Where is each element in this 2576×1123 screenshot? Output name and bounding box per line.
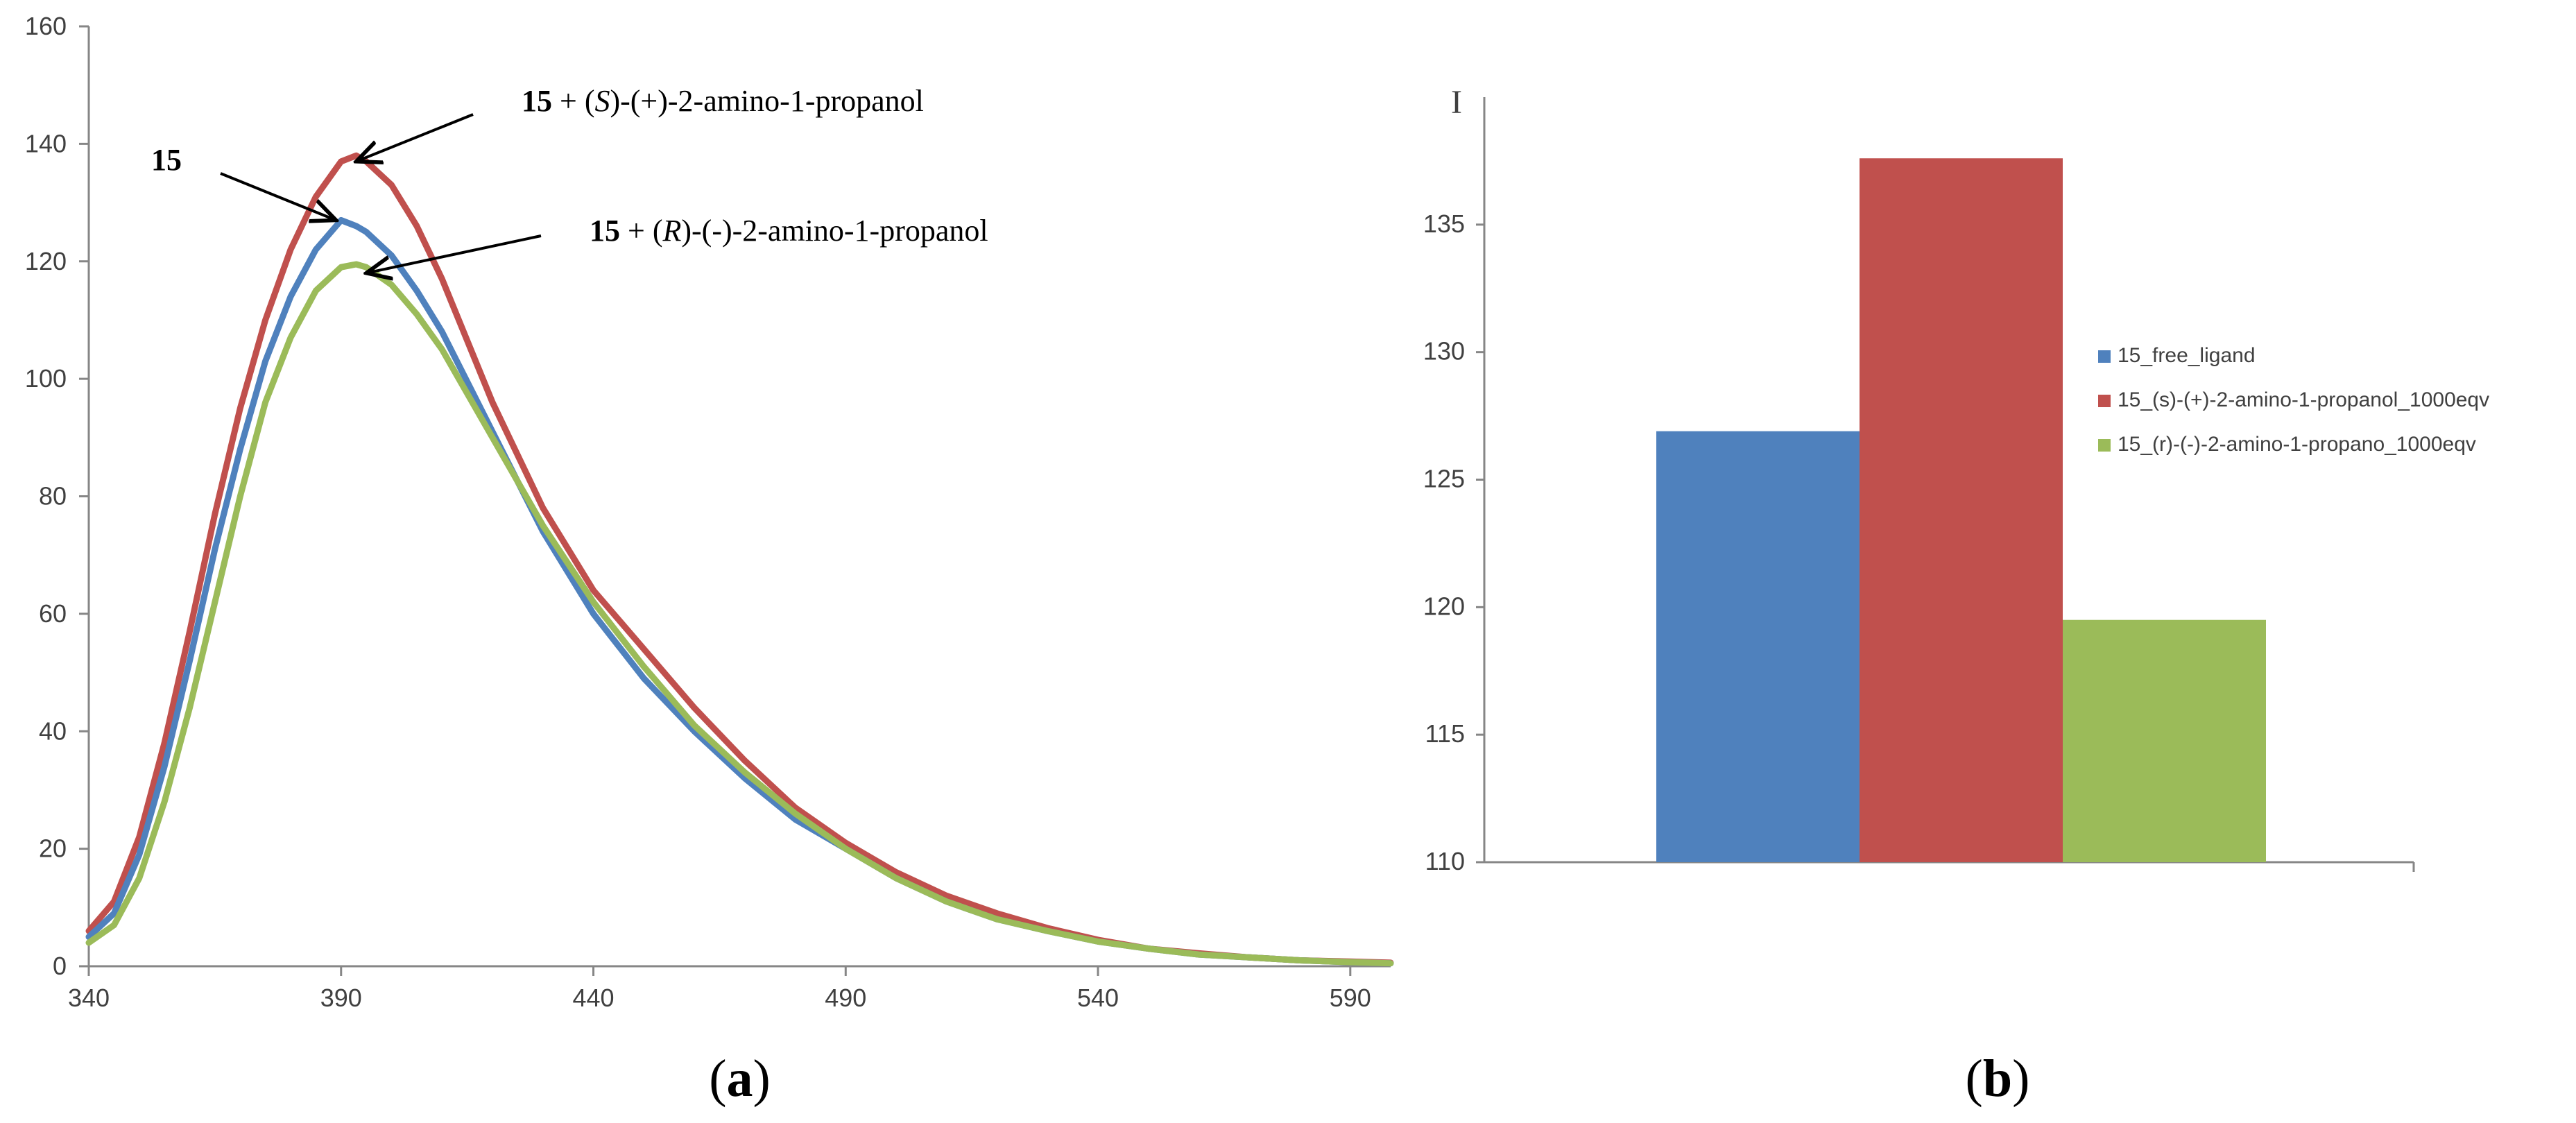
- x-tick-label: 540: [1077, 984, 1119, 1012]
- y-tick-label: 0: [53, 952, 67, 980]
- legend-entry: 15_(r)-(-)-2-amino-1-propano_1000eqv: [2118, 433, 2476, 456]
- y-tick-label: 120: [1423, 592, 1465, 620]
- annotation-label: 15: [151, 143, 182, 177]
- annotation-arrow: [220, 172, 336, 220]
- annotation-label: 15 + (R)-(-)-2-amino-1-propanol: [590, 214, 988, 248]
- y-tick-label: 80: [39, 482, 67, 511]
- legend-swatch: [2098, 350, 2111, 363]
- y-tick-label: 125: [1423, 465, 1465, 493]
- bar-1: [1860, 158, 2063, 863]
- bar-0: [1656, 431, 1860, 862]
- series-line-1: [85, 217, 1394, 967]
- x-tick-label: 440: [572, 984, 614, 1012]
- series-line-2: [85, 261, 1394, 967]
- annotation-label: 15 + (S)-(+)-2-amino-1-propanol: [522, 84, 924, 118]
- legend-swatch: [2098, 395, 2111, 407]
- x-tick-label: 490: [825, 984, 866, 1012]
- y-tick-label: 20: [39, 834, 67, 863]
- y-tick-label: 130: [1423, 337, 1465, 366]
- bar-2: [2063, 619, 2266, 862]
- y-tick-label: 40: [39, 717, 67, 745]
- y-tick-label: 120: [25, 247, 67, 275]
- annotation-arrow: [366, 234, 542, 273]
- x-tick-label: 390: [320, 984, 362, 1012]
- panel-label-b: (b): [1966, 1049, 2030, 1108]
- y-axis-title: I: [1451, 84, 1462, 121]
- legend-entry: 15_(s)-(+)-2-amino-1-propanol_1000eqv: [2118, 388, 2489, 411]
- x-tick-label: 590: [1330, 984, 1371, 1012]
- panel-a-line-chart: 0 20 40 60 80 100 120 140 160 340 390 440 490 540 590 1…: [25, 12, 1394, 1108]
- y-tick-label: 115: [1425, 719, 1465, 748]
- series-line-0: [85, 152, 1394, 966]
- y-tick-label: 160: [25, 12, 67, 40]
- y-tick-label: 100: [25, 364, 67, 393]
- y-tick-label: 110: [1425, 847, 1465, 875]
- y-tick-label: 140: [25, 129, 67, 157]
- legend-swatch: [2098, 439, 2111, 452]
- panel-b-bar-chart: 110 115 120 125 130 135 I 15_free_ligand 15_(s)-…: [1423, 84, 2489, 1108]
- y-tick-label: 60: [39, 599, 67, 628]
- y-tick-label: 135: [1423, 209, 1465, 238]
- legend-entry: 15_free_ligand: [2118, 344, 2256, 367]
- annotation-arrow: [357, 113, 474, 162]
- x-tick-label: 340: [68, 984, 110, 1012]
- panel-label-a: (a): [709, 1049, 771, 1108]
